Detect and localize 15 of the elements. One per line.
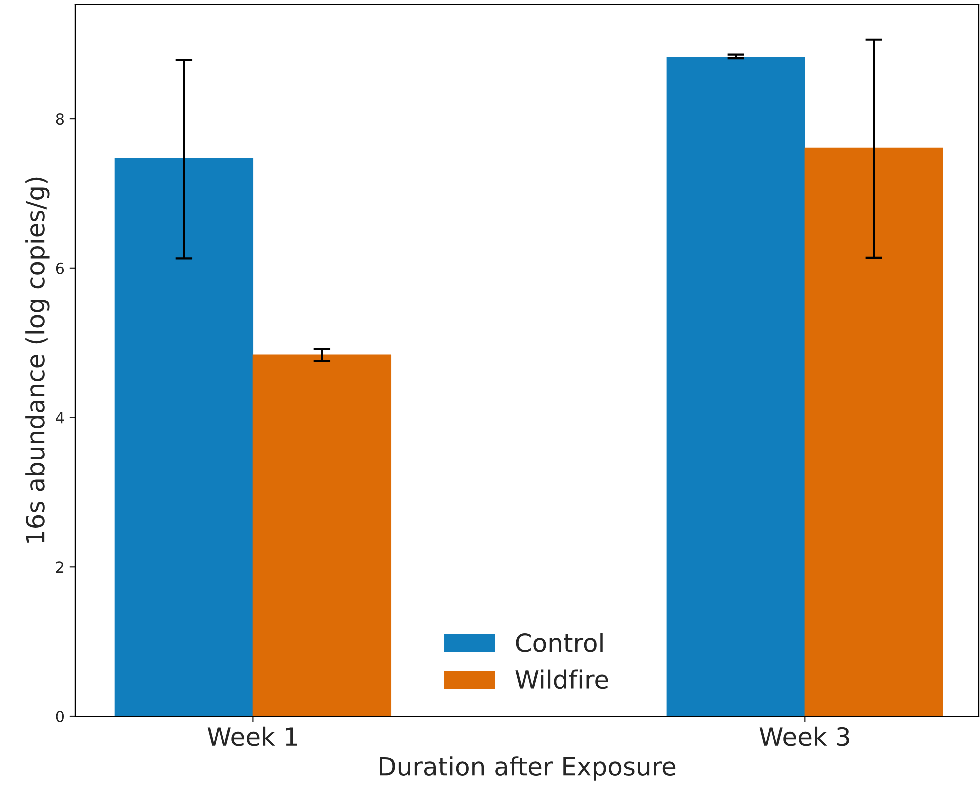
y-tick-label: 4 xyxy=(56,412,64,424)
y-tick-label: 6 xyxy=(56,262,64,274)
x-tick-label: Week 1 xyxy=(208,726,298,746)
legend-label: Control xyxy=(516,633,603,652)
x-axis-title: Duration after Exposure xyxy=(380,756,676,781)
y-tick-label: 8 xyxy=(56,114,64,126)
x-tick-label: Week 3 xyxy=(760,726,850,746)
bar xyxy=(666,57,806,717)
y-axis-title: 16s abundance (log copies/g) xyxy=(26,178,50,543)
bar xyxy=(114,158,254,717)
y-tick-label: 2 xyxy=(56,562,64,573)
bar xyxy=(804,148,944,717)
y-tick-label: 0 xyxy=(56,710,64,723)
bar xyxy=(252,354,392,717)
legend-label: Wildfire xyxy=(516,670,608,690)
